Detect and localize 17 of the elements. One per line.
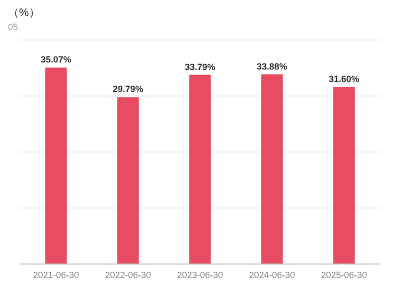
- x-tick-label: 2025-06-30: [320, 270, 368, 280]
- bar: [261, 74, 283, 264]
- data-label: 33.88%: [256, 61, 288, 72]
- chart-subtitle: 05: [8, 22, 18, 32]
- bar: [45, 68, 67, 264]
- chart-title: （%）: [8, 7, 40, 19]
- x-tick-label: 2022-06-30: [104, 270, 152, 280]
- data-label: 33.79%: [184, 62, 216, 72]
- bar: [189, 74, 211, 264]
- x-tick-label: 2023-06-30: [176, 270, 224, 280]
- data-label: 31.60%: [328, 74, 360, 84]
- x-tick-label: 2024-06-30: [248, 270, 296, 280]
- bar: [333, 87, 355, 264]
- data-label: 35.07%: [40, 54, 72, 65]
- data-label: 29.79%: [112, 84, 144, 94]
- x-tick-label: 2021-06-30: [32, 270, 80, 280]
- bar: [117, 97, 139, 264]
